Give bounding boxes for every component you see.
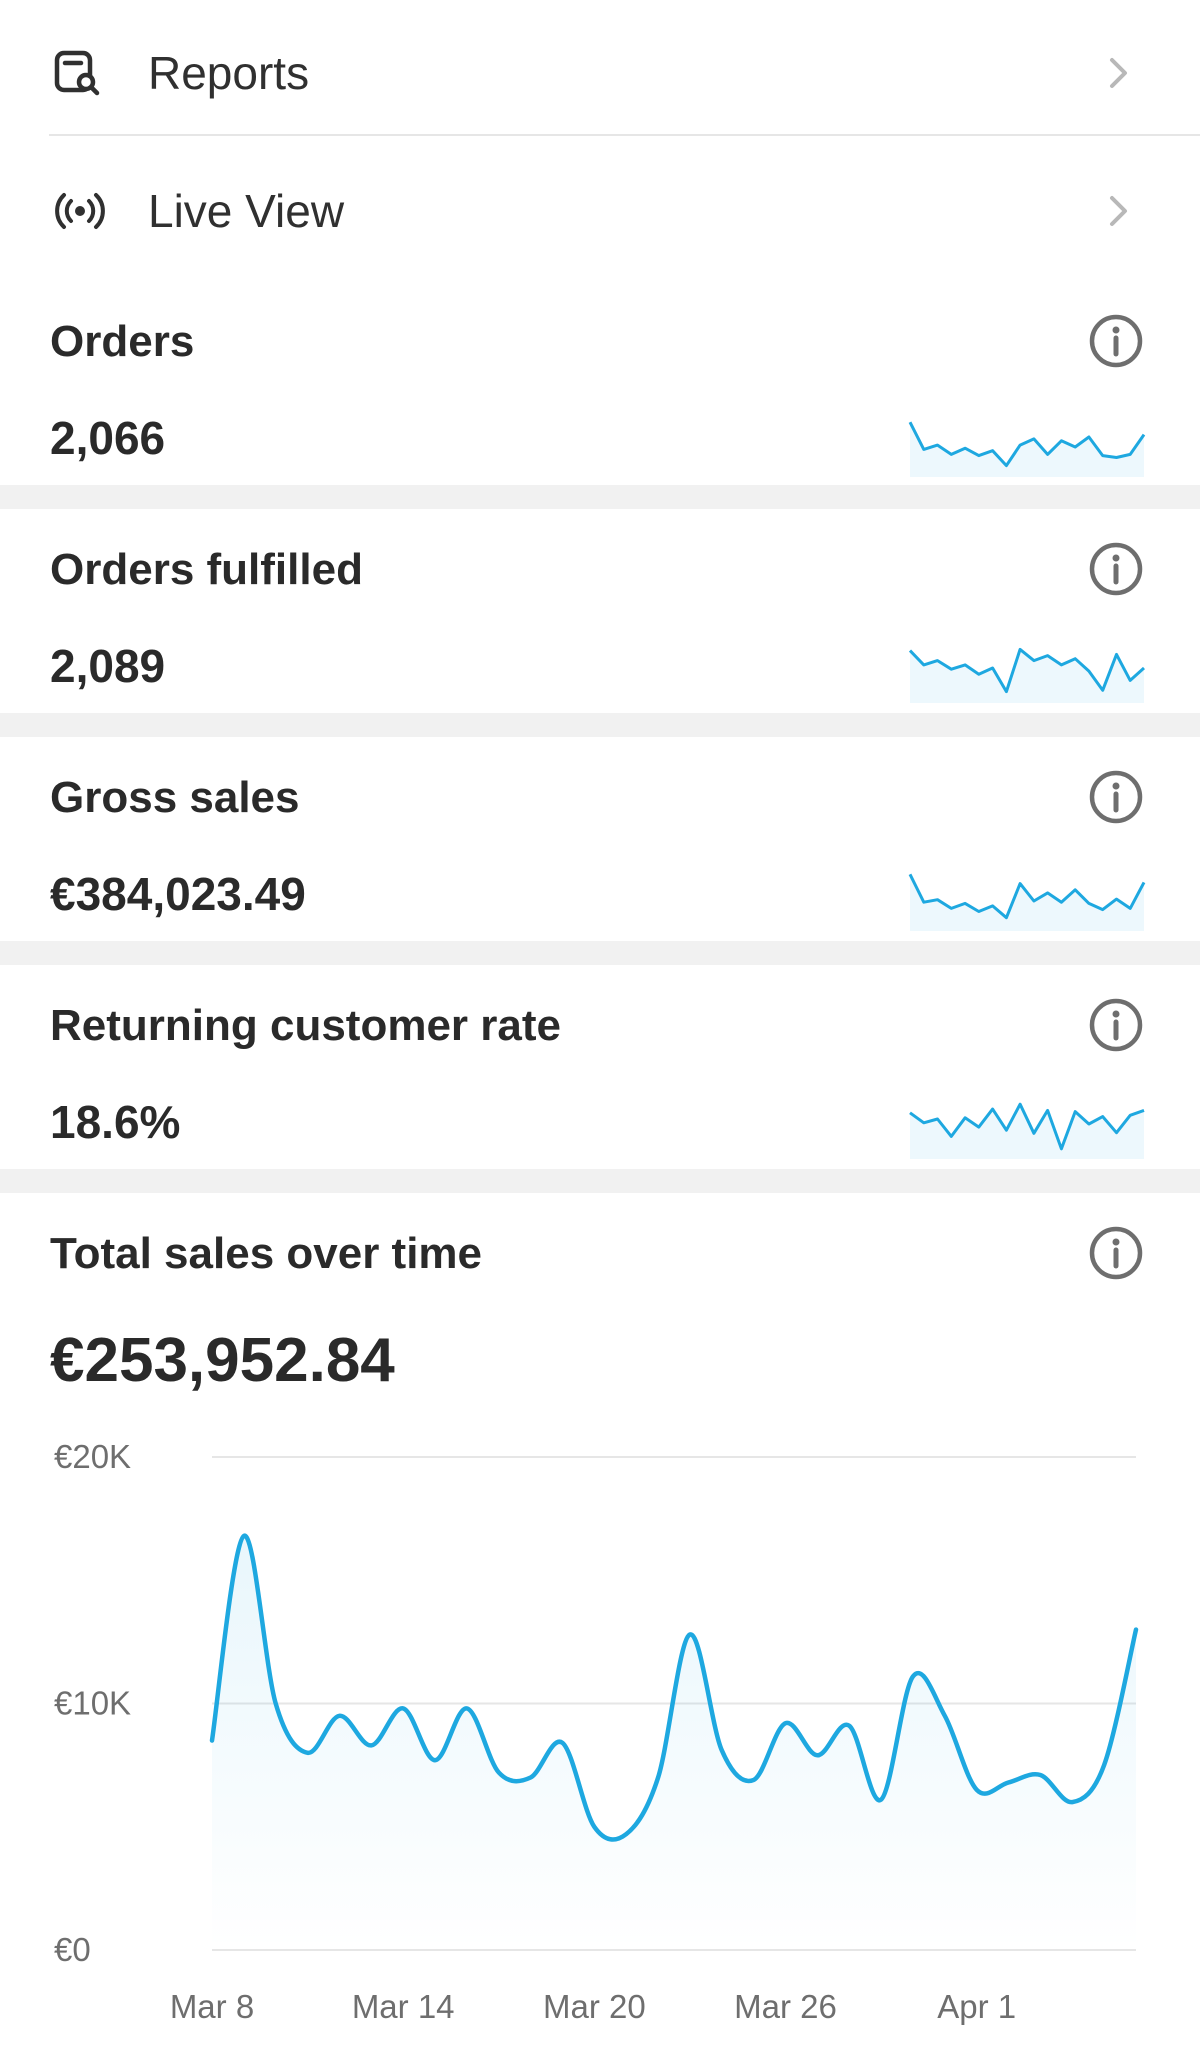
sparkline-area xyxy=(910,874,1144,931)
sparkline-area xyxy=(910,1104,1144,1159)
info-icon[interactable] xyxy=(1088,313,1144,369)
total-sales-value: €253,952.84 xyxy=(50,1326,395,1395)
sparkline xyxy=(908,873,1146,931)
reports-search-icon xyxy=(54,50,100,96)
section-separator xyxy=(0,1169,1200,1193)
y-tick-label: €20K xyxy=(54,1438,131,1475)
metric-card-returning-customer-rate[interactable]: Returning customer rate 18.6% xyxy=(0,965,1200,1169)
chevron-right-icon xyxy=(1110,196,1127,226)
metric-title: Orders xyxy=(50,317,195,366)
nav-item-label: Reports xyxy=(148,47,310,99)
sparkline-line xyxy=(908,873,1146,920)
x-tick-label: Mar 8 xyxy=(170,1988,254,2025)
live-broadcast-icon xyxy=(55,193,105,229)
total-sales-title: Total sales over time xyxy=(50,1229,483,1278)
section-separator xyxy=(0,713,1200,737)
sparkline-line xyxy=(908,421,1146,468)
total-sales-chart[interactable]: €0 €10K €20K Mar 8 Mar 14 Mar 20 Mar 26 Apr 1 xyxy=(0,1420,1200,2050)
metric-title: Orders fulfilled xyxy=(50,545,363,594)
sparkline-line xyxy=(908,647,1146,694)
info-icon[interactable] xyxy=(1088,1225,1144,1281)
sparkline-area xyxy=(910,422,1144,477)
series-line xyxy=(209,1533,1139,1842)
y-tick-label: €0 xyxy=(54,1931,91,1968)
info-icon[interactable] xyxy=(1088,541,1144,597)
nav-item-label: Live View xyxy=(148,185,345,237)
metric-card-orders[interactable]: Orders 2,066 xyxy=(0,285,1200,485)
nav-divider xyxy=(49,134,1200,136)
x-tick-label: Mar 14 xyxy=(352,1988,455,2025)
sparkline xyxy=(908,647,1146,703)
chevron-right-icon xyxy=(1110,58,1127,88)
metric-value: 2,089 xyxy=(50,640,166,692)
section-separator xyxy=(0,941,1200,965)
sparkline-area xyxy=(910,649,1144,703)
x-tick-label: Mar 26 xyxy=(734,1988,837,2025)
metric-card-orders-fulfilled[interactable]: Orders fulfilled 2,089 xyxy=(0,509,1200,713)
sparkline xyxy=(909,1102,1145,1159)
sparkline xyxy=(908,421,1146,477)
x-tick-label: Apr 1 xyxy=(937,1988,1016,2025)
section-separator xyxy=(0,485,1200,509)
metric-value: 18.6% xyxy=(50,1096,181,1148)
nav-item-reports[interactable]: Reports xyxy=(0,0,1200,146)
y-tick-label: €10K xyxy=(54,1685,131,1722)
total-sales-card[interactable]: Total sales over time €253,952.84 xyxy=(0,1193,1200,2050)
metric-title: Returning customer rate xyxy=(50,1001,561,1050)
metric-value: 2,066 xyxy=(50,412,166,464)
series-area xyxy=(212,1535,1136,1950)
info-icon[interactable] xyxy=(1088,769,1144,825)
metric-value: €384,023.49 xyxy=(50,868,306,920)
info-icon[interactable] xyxy=(1088,997,1144,1053)
x-tick-label: Mar 20 xyxy=(543,1988,646,2025)
metric-card-gross-sales[interactable]: Gross sales €384,023.49 xyxy=(0,737,1200,941)
nav-item-live-view[interactable]: Live View xyxy=(0,138,1200,284)
metric-title: Gross sales xyxy=(50,773,300,822)
sparkline-line xyxy=(909,1102,1145,1151)
